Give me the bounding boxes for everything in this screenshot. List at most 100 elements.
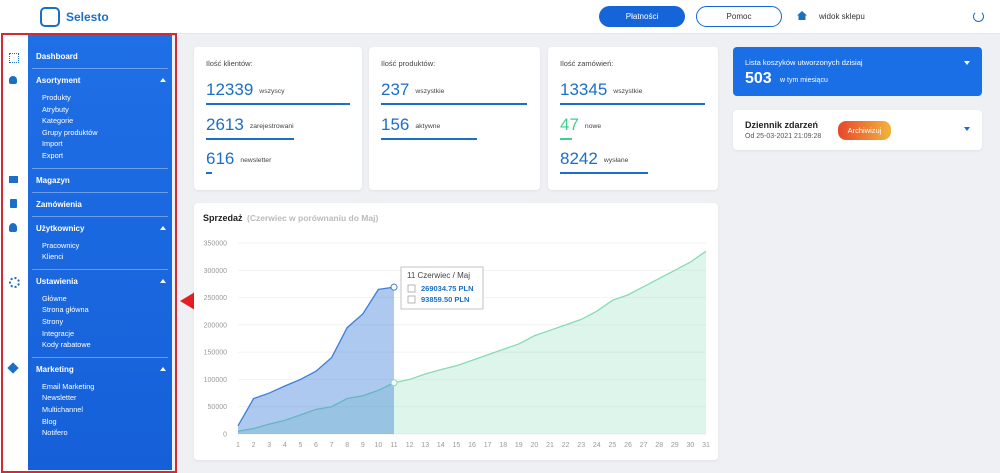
x-tick-label: 17 xyxy=(484,442,492,449)
log-card: Dziennik zdarzeń Od 25-03-2021 21:09:28 … xyxy=(733,110,982,150)
submenu-item[interactable]: Główne xyxy=(42,293,67,303)
area-fill xyxy=(238,287,394,434)
chevron[interactable] xyxy=(964,61,970,65)
tooltip-title: 11 Czerwiec / Maj xyxy=(407,271,470,280)
x-tick-label: 28 xyxy=(655,442,663,449)
x-tick-label: 5 xyxy=(298,442,302,449)
menu-section: Użytkownicy Pracownicy Klienci xyxy=(32,215,168,269)
menu-item[interactable]: Użytkownicy xyxy=(32,217,168,240)
x-tick-label: 19 xyxy=(515,442,523,449)
stat-value: 2613 xyxy=(206,114,244,134)
stat-value: 237 xyxy=(381,80,410,99)
submenu-item[interactable]: Pracownicy xyxy=(42,240,80,250)
menu-item[interactable]: Magazyn xyxy=(36,175,70,185)
carts-value: 503 xyxy=(745,70,772,87)
x-tick-label: 18 xyxy=(499,442,507,449)
logout-icon[interactable] xyxy=(973,11,984,22)
stat-label: nowe xyxy=(584,122,602,130)
stat-label: wszyscy xyxy=(259,88,285,95)
menu-item[interactable]: Asortyment xyxy=(32,69,168,92)
sidebar: Dashboard Asortyment Produkty Atrybuty Kateg… xyxy=(28,35,172,470)
y-tick-label: 0 xyxy=(223,432,227,439)
logo-icon xyxy=(40,7,60,27)
y-tick-label: 300000 xyxy=(204,268,227,275)
submenu-item[interactable]: Notifero xyxy=(42,428,68,438)
icon xyxy=(9,53,19,63)
y-tick-label: 50000 xyxy=(208,404,228,411)
x-tick-label: 20 xyxy=(531,442,539,449)
tooltip-swatch xyxy=(407,284,416,293)
area-fill xyxy=(238,251,706,434)
stat-title: Ilość produktów: xyxy=(381,59,436,68)
x-tick-label: 25 xyxy=(609,442,617,449)
x-tick-label: 27 xyxy=(640,442,648,449)
series-line xyxy=(237,250,707,432)
icon xyxy=(9,76,17,84)
carts-card: Lista koszyków utworzonych dzisiaj 503 w… xyxy=(733,47,982,96)
shop-link[interactable]: widok sklepu xyxy=(819,12,865,21)
progress-bar xyxy=(381,137,477,140)
icon xyxy=(10,199,17,208)
hover-point xyxy=(390,379,398,387)
submenu-item[interactable]: Strony xyxy=(42,316,64,326)
stat-value: 13345 xyxy=(560,80,608,99)
submenu-item[interactable]: Email Marketing xyxy=(42,381,95,391)
x-tick-label: 12 xyxy=(406,442,414,449)
stat-card: Ilość produktów: 237 wszystkie 156 aktywne xyxy=(369,47,540,190)
stat-label: wszystkie xyxy=(415,88,445,95)
progress-bar xyxy=(206,103,350,105)
submenu-item[interactable]: Klienci xyxy=(42,252,64,262)
menu-item[interactable]: Marketing xyxy=(32,358,168,381)
stat-label: wszystkie xyxy=(613,88,643,95)
y-tick-label: 150000 xyxy=(204,350,227,357)
payments-button[interactable]: Płatności xyxy=(599,6,685,27)
menu-section: Ustawienia Główne Strona główna Strony Integ… xyxy=(32,268,168,357)
submenu-item[interactable]: Integracje xyxy=(42,328,75,338)
menu-item[interactable]: Ustawienia xyxy=(32,270,168,293)
submenu: Pracownicy Klienci xyxy=(32,240,168,269)
archive-button[interactable]: Archiwizuj xyxy=(838,121,891,140)
x-tick-label: 16 xyxy=(468,442,476,449)
log-date: Od 25-03-2021 21:09:28 xyxy=(745,133,822,140)
x-tick-label: 9 xyxy=(361,442,365,449)
stat-card: Ilość zamówień: 13345 wszystkie 47 nowe 8242 w… xyxy=(548,47,718,190)
submenu-item[interactable]: Blog xyxy=(42,416,57,426)
progress-bar xyxy=(560,103,705,105)
icon xyxy=(9,176,18,183)
submenu-item[interactable]: Strona główna xyxy=(42,305,89,315)
carts-title: Lista koszyków utworzonych dzisiaj xyxy=(745,58,863,67)
progress-bar xyxy=(560,172,648,174)
x-tick-label: 24 xyxy=(593,442,601,449)
menu-item[interactable]: Dashboard xyxy=(36,52,78,61)
chevron[interactable] xyxy=(964,127,970,131)
submenu-item[interactable]: Kategorie xyxy=(42,116,74,126)
chart-card xyxy=(194,203,718,460)
tooltip-value: 269034.75 PLN xyxy=(421,284,474,293)
help-button[interactable]: Pomoc xyxy=(696,6,782,27)
icon xyxy=(9,277,20,288)
x-tick-label: 22 xyxy=(562,442,570,449)
submenu-item[interactable]: Multichannel xyxy=(42,404,83,414)
menu-item[interactable]: Zamówienia xyxy=(36,199,82,209)
submenu-item[interactable]: Import xyxy=(42,139,63,149)
tooltip-value: 93859.50 PLN xyxy=(421,295,469,304)
x-tick-label: 26 xyxy=(624,442,632,449)
home-icon xyxy=(797,11,807,20)
submenu: Produkty Atrybuty Kategorie Grupy produktów… xyxy=(32,92,168,168)
y-tick-label: 250000 xyxy=(204,295,227,302)
submenu-item[interactable]: Newsletter xyxy=(42,393,77,403)
chart: Sprzedaż (Czerwiec w porównaniu do Maj) … xyxy=(203,213,710,449)
y-tick-label: 350000 xyxy=(204,241,227,248)
x-tick-label: 13 xyxy=(421,442,429,449)
x-tick-label: 4 xyxy=(283,442,287,449)
submenu-item[interactable]: Produkty xyxy=(42,93,71,102)
submenu-item[interactable]: Atrybuty xyxy=(42,104,69,114)
submenu-item[interactable]: Export xyxy=(42,150,64,160)
stat-label: zarejestrowani xyxy=(249,122,294,130)
submenu-item[interactable]: Kody rabatowe xyxy=(42,340,91,350)
submenu-item[interactable]: Grupy produktów xyxy=(42,127,98,137)
menu-section: Dashboard xyxy=(32,45,168,68)
menu-section: Marketing Email Marketing Newsletter Multic… xyxy=(32,356,168,445)
x-tick-label: 29 xyxy=(671,442,679,449)
